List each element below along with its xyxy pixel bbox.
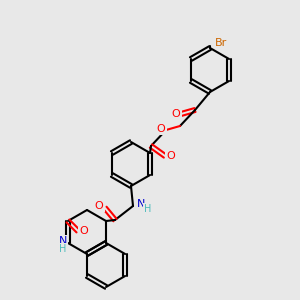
Text: N: N — [137, 199, 145, 209]
Text: O: O — [172, 109, 180, 119]
Text: H: H — [144, 204, 152, 214]
Text: O: O — [80, 226, 88, 236]
Text: Br: Br — [215, 38, 227, 48]
Text: O: O — [167, 151, 176, 161]
Text: O: O — [94, 201, 103, 211]
Text: H: H — [59, 244, 67, 254]
Text: N: N — [59, 236, 67, 246]
Text: O: O — [157, 124, 165, 134]
